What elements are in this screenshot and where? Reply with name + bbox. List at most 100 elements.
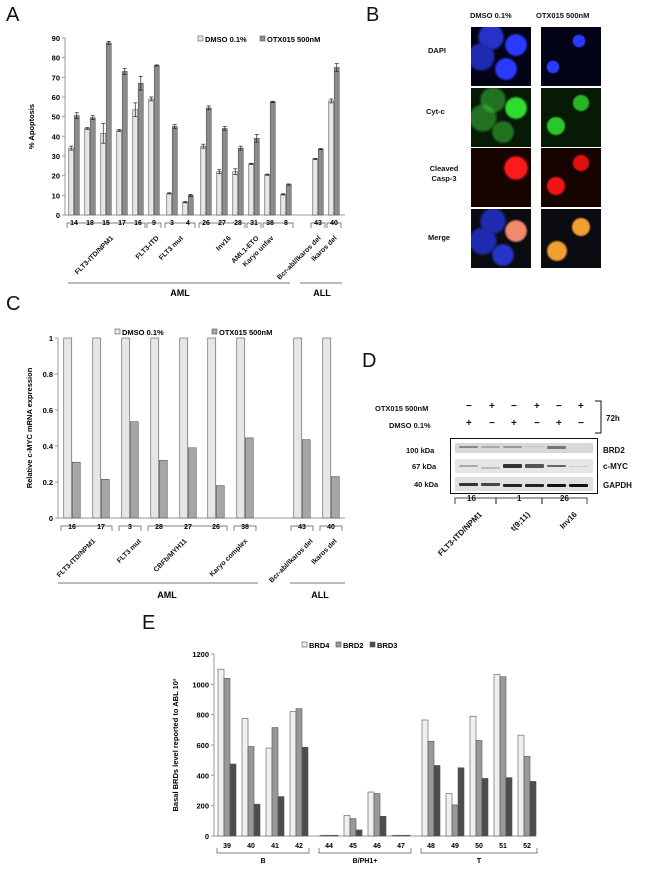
bar [421,719,429,837]
y-tick-label: 200 [196,802,209,811]
y-tick-label: 400 [196,771,209,780]
bar [137,82,144,216]
dmso-sign: + [511,418,517,429]
y-tick-label: 90 [52,34,60,43]
otx-sign: − [511,401,517,412]
bar [132,109,139,216]
legend-swatch [301,641,308,648]
micrograph-row-label-casp3: Cleaved Casp-3 [429,164,459,183]
sample-id: 26 [202,220,210,227]
panel-b-letter: B [366,4,380,26]
blot-band [459,483,478,486]
sample-id: 31 [250,220,258,227]
bar [253,138,260,216]
bar [248,163,255,216]
sample-id: 41 [271,843,279,850]
sample-id: 50 [475,843,483,850]
y-tick-label: 80 [52,54,60,63]
time-bracket [595,400,602,434]
cell-blob [572,34,586,48]
y-tick-label: 800 [196,711,209,720]
sample-id: 47 [397,843,405,850]
blot-band [481,483,500,486]
bar [105,42,112,216]
bar [73,115,80,216]
sample-id: 18 [86,220,94,227]
dmso-sign: − [489,418,495,429]
bar [325,834,333,837]
bar [92,337,102,519]
mw-label-100: 100 kDa [406,446,435,455]
bar [232,171,239,216]
sample-id: 27 [184,524,192,531]
bar [293,337,303,519]
sample-id: 3 [128,524,132,531]
sample-brackets [454,497,588,504]
sample-label-t911: t(9;11) [509,510,533,534]
bar [215,485,225,519]
y-tick-label: 50 [52,113,60,122]
aml-group-label: AML [170,288,190,298]
legend-swatch [211,328,218,335]
blot-band [459,465,478,467]
bar [349,818,357,837]
bar [84,128,91,216]
blot-band [547,465,566,467]
bar [427,740,435,837]
bar [457,767,465,837]
bar [499,676,507,837]
sample-id: 4 [186,220,190,227]
bar [100,479,110,519]
bar [469,715,477,837]
apoptosis-bar-chart: 0 10 20 30 40 50 60 70 80 90 % Apoptosis DMSO 0.1% O… [27,34,345,298]
sample-id: 44 [325,843,333,850]
cell-blob [572,154,590,172]
bar [403,834,411,837]
sample-id-26: 26 [560,494,569,503]
sample-id: 40 [247,843,255,850]
sample-id: 43 [298,524,306,531]
micrograph-image [470,26,532,87]
bar [158,460,168,519]
sample-id: 17 [97,524,105,531]
legend-label: DMSO 0.1% [122,328,164,337]
y-tick-label: 0.8 [43,370,53,379]
bar [179,337,189,519]
micrograph-image [540,87,602,148]
group-label: B/PH1+ [353,858,378,865]
sample-id: 15 [102,220,110,227]
sample-id: 51 [499,843,507,850]
bar [322,337,332,519]
sample-id: 16 [68,524,76,531]
bar [253,803,261,837]
sample-id: 27 [218,220,226,227]
y-tick-label: 20 [52,172,60,181]
protein-label-brd2: BRD2 [603,446,625,455]
bar [277,796,285,837]
bar [236,337,246,519]
y-tick-label: 0 [205,832,209,841]
sample-id: 40 [327,524,335,531]
bar [330,476,340,519]
otx-sign: + [489,401,495,412]
bar [317,148,324,216]
sample-id: 28 [155,524,163,531]
bar [68,147,75,216]
bar [100,133,107,216]
bar [367,791,375,837]
western-blot [450,438,598,494]
bar [216,171,223,216]
bar [205,107,212,216]
micrograph-col-header-otx: OTX015 500nM [536,11,590,20]
cell-blob [491,120,515,144]
legend-label: BRD4 [309,641,330,650]
sample-id: 3 [170,220,174,227]
all-group-label: ALL [313,288,331,298]
sample-id: 9 [152,220,156,227]
micrograph-row-label-cytc: Cyt-c [426,107,445,116]
blot-band [481,467,500,469]
y-axis-label: Relative c-MYC mRNA expression [25,367,34,488]
bar [229,763,237,837]
y-tick-label: 0.4 [43,442,54,451]
legend-label: BRD3 [377,641,397,650]
